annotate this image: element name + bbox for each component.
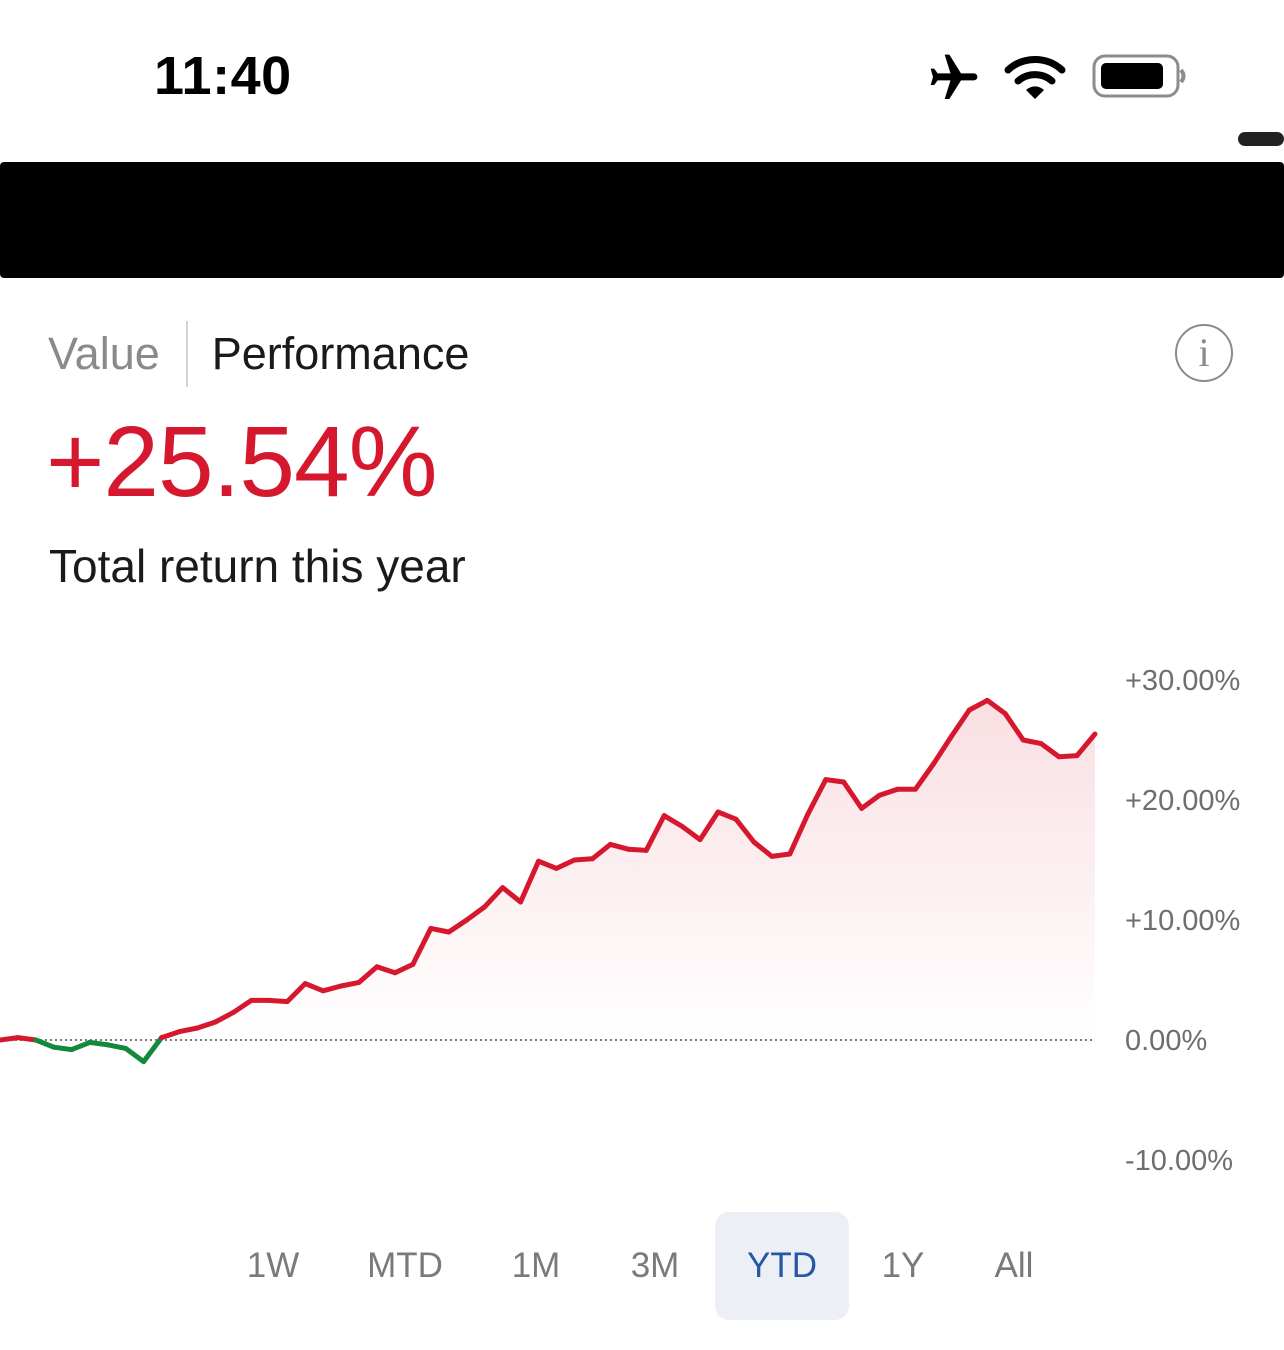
chart-line-segment [966, 697, 990, 713]
chart-line-segment [769, 851, 793, 859]
chart-line-segment [302, 981, 326, 994]
total-return-value: +25.54% [46, 406, 438, 518]
chart-line-segment [500, 885, 524, 905]
chart-line-segment [284, 981, 308, 1005]
chart-line-segment [625, 846, 649, 853]
chart-line-segment [823, 777, 847, 785]
tab-performance[interactable]: Performance [211, 328, 470, 379]
chart-line-segment [841, 779, 865, 811]
chart-line-segment [751, 839, 775, 859]
range-1y-button[interactable]: 1Y [881, 1246, 925, 1285]
chart-line-segment [141, 1035, 165, 1065]
chart-line-segment [69, 1039, 93, 1053]
y-tick-label: 0.00% [1125, 1025, 1207, 1057]
chart-line-segment [374, 964, 398, 976]
chart-line-segment [912, 761, 936, 792]
chart-line-segment [177, 1025, 200, 1035]
y-tick-label: -10.00% [1125, 1145, 1233, 1177]
chart-line-segment [266, 997, 290, 1005]
chart-line-segment [805, 777, 829, 817]
range-mtd-button[interactable]: MTD [367, 1246, 443, 1285]
range-all-button[interactable]: All [994, 1246, 1034, 1285]
redacted-header [0, 162, 1284, 278]
range-1m-button[interactable]: 1M [511, 1246, 561, 1285]
chart-line-segment [464, 904, 488, 923]
redaction-smudge [1238, 132, 1284, 146]
chart-line-segment [51, 1044, 75, 1053]
chart-line-segment [123, 1045, 147, 1065]
status-time: 11:40 [154, 46, 292, 106]
chart-line-segment [553, 857, 577, 871]
chart-line-segment [428, 925, 452, 935]
chart-line-segment [589, 841, 613, 862]
y-tick-label: +20.00% [1125, 785, 1240, 817]
chart-line-segment [1002, 711, 1026, 743]
chart-line-segment [230, 997, 254, 1015]
chart-line-segment [1020, 737, 1044, 747]
chart-line-segment [482, 885, 506, 910]
chart-line-segment [392, 961, 416, 976]
chart-line-segment [15, 1035, 39, 1043]
chart-line-segment [410, 925, 434, 967]
chart-line-segment [1056, 753, 1080, 760]
chart-line-segment [446, 917, 470, 935]
chart-line-segment [661, 813, 685, 829]
range-ytd-button[interactable]: YTD [715, 1212, 849, 1320]
performance-chart[interactable]: +30.00% +20.00% +10.00% 0.00% -10.00% [0, 640, 1284, 1200]
wifi-icon [1004, 56, 1066, 99]
tab-divider [185, 321, 188, 387]
y-tick-label: +30.00% [1125, 665, 1240, 697]
chart-line-segment [930, 733, 954, 767]
chart-line-segment [536, 858, 559, 871]
chart-line-segment [697, 809, 721, 843]
tab-value[interactable]: Value [48, 328, 160, 379]
chart-line-segment [159, 1029, 183, 1041]
view-tabs: Value Performance [48, 321, 470, 387]
chart-line-segment [33, 1037, 57, 1050]
range-3m-button[interactable]: 3M [630, 1246, 680, 1285]
chart-line-segment [715, 809, 739, 822]
total-return-caption: Total return this year [49, 540, 466, 592]
chart-line-segment [212, 1009, 236, 1025]
chart-line-segment [733, 816, 757, 845]
chart-line-segment [984, 697, 1008, 717]
chart-line-segment [571, 856, 595, 863]
chart-line-segment [643, 813, 667, 853]
chart-line-segment [194, 1019, 218, 1031]
info-icon[interactable]: i [1175, 324, 1233, 382]
range-1w-button[interactable]: 1W [246, 1246, 300, 1285]
chart-line-segment [105, 1042, 129, 1051]
chart-line-segment [320, 983, 344, 994]
chart-line-segment [948, 707, 972, 739]
chart-line-segment [787, 811, 811, 857]
chart-line-segment [607, 841, 631, 852]
chart-line-segment [356, 964, 380, 985]
battery-icon [1092, 54, 1186, 98]
chart-line-segment [1038, 741, 1062, 760]
y-tick-label: +10.00% [1125, 905, 1240, 937]
airplane-icon [930, 54, 978, 99]
chart-line-segment [338, 979, 362, 989]
chart-line-segment [877, 786, 901, 798]
chart-line-segment [859, 792, 883, 811]
chart-line-segment [1074, 731, 1098, 759]
chart-line-segment [87, 1039, 111, 1048]
chart-area-fill [0, 700, 1095, 1040]
chart-line-segment [518, 858, 542, 905]
status-icons [926, 48, 1196, 108]
chart-line-segment [0, 1035, 21, 1043]
chart-line-segment [679, 823, 703, 843]
